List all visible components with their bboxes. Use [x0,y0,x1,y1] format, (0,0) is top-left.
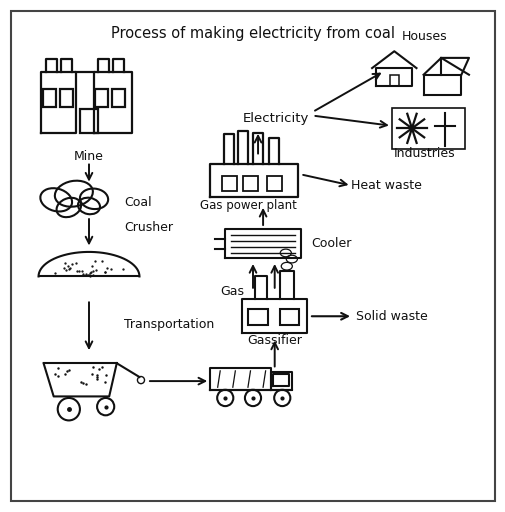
Bar [221,176,236,190]
Text: Crusher: Crusher [124,221,173,234]
Bar [242,176,258,190]
Text: Industries: Industries [393,147,454,160]
Text: Gassifier: Gassifier [247,334,301,347]
Text: Solid waste: Solid waste [356,310,427,323]
Text: Coal: Coal [124,196,152,209]
Bar [391,108,464,149]
Text: Houses: Houses [401,30,446,43]
Bar [389,75,398,87]
Text: Gas: Gas [220,285,244,298]
Bar [279,309,298,325]
Bar [60,89,73,107]
Text: Cooler: Cooler [311,237,350,250]
Bar [112,89,125,107]
Text: Electricity: Electricity [242,112,308,124]
Text: Transportation: Transportation [124,318,214,331]
Bar [95,89,108,107]
Text: Process of making electricity from coal: Process of making electricity from coal [111,27,394,41]
Text: Gas power plant: Gas power plant [199,200,296,212]
Text: Mine: Mine [74,150,104,163]
Text: Heat waste: Heat waste [350,179,422,192]
Bar [248,309,267,325]
Bar [43,89,56,107]
Bar [80,109,98,134]
Bar [267,176,282,190]
FancyBboxPatch shape [11,11,494,501]
